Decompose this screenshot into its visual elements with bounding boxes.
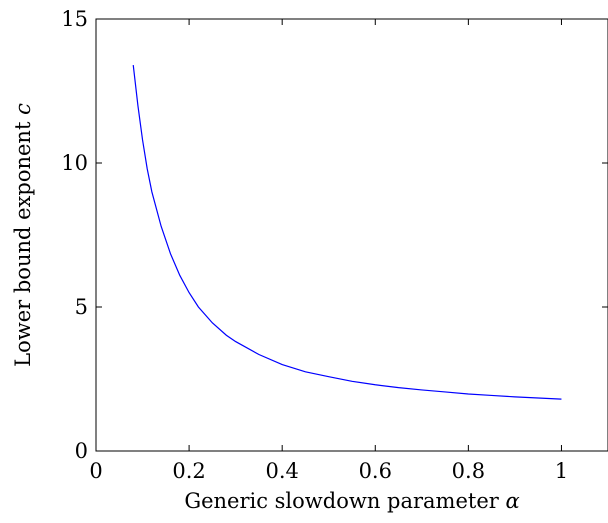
x-tick-label: 0.2	[172, 459, 205, 483]
x-tick-label: 1	[555, 459, 568, 483]
x-tick-label: 0.8	[452, 459, 485, 483]
plot-frame	[95, 18, 608, 452]
x-tick-label: 0	[89, 459, 102, 483]
x-axis-title: Generic slowdown parameter α	[184, 489, 519, 513]
y-axis-title: Lower bound exponent c	[11, 103, 35, 367]
y-tick-label: 0	[75, 439, 88, 463]
y-tick-label: 10	[61, 151, 88, 175]
x-tick-label: 0.4	[265, 459, 298, 483]
x-axis-ticks: 0 0.2 0.4 0.6 0.8 1	[89, 19, 568, 483]
x-tick-label: 0.6	[359, 459, 392, 483]
series-line	[132, 65, 562, 400]
y-tick-label: 15	[61, 7, 88, 31]
y-tick-label: 5	[75, 295, 88, 319]
y-axis-ticks: 0 5 10 15	[61, 7, 608, 463]
